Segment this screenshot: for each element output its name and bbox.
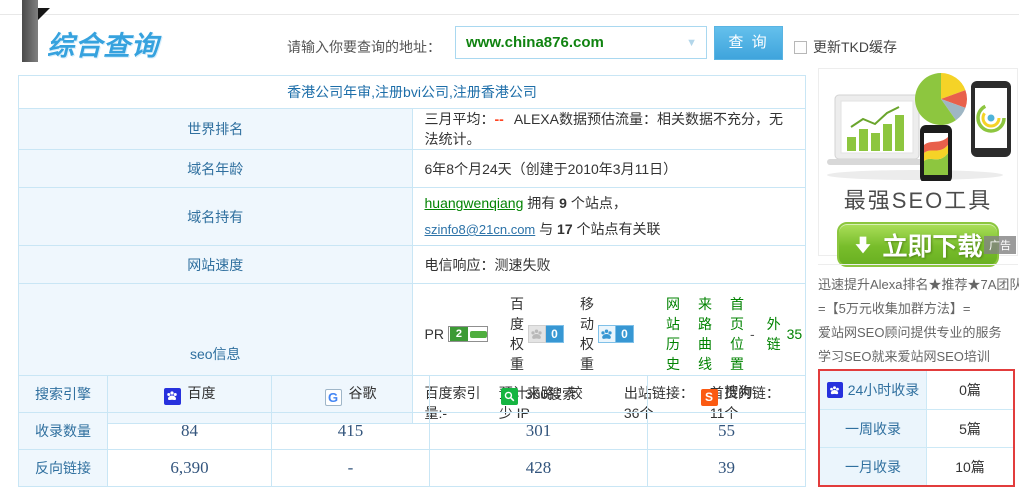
download-button[interactable]: 立即下载 <box>837 222 999 267</box>
ad-title: 最强SEO工具 <box>843 188 993 213</box>
domain-holder-label: 域名持有 <box>18 187 413 246</box>
pr-label: PR <box>424 326 444 342</box>
email-rel-post: 个站点有关联 <box>576 221 661 237</box>
email-link[interactable]: szinfo8@21cn.com <box>424 222 536 237</box>
inclusion-stats-box: 24小时收录 0篇 一周收录 5篇 一月收录 10篇 <box>818 369 1015 487</box>
inclusion-row-week: 一周收录 5篇 <box>820 409 1013 447</box>
download-button-label: 立即下载 <box>882 232 983 261</box>
owner-site-count: 9 <box>559 195 567 211</box>
inclusion-baidu: 84 <box>107 412 272 450</box>
inclusion-row-month: 一月收录 10篇 <box>820 447 1013 485</box>
query-input-box[interactable]: ▼ <box>455 26 707 59</box>
engines-header-label: 搜索引擎 <box>18 375 108 413</box>
backlinks-360: 428 <box>429 449 648 487</box>
inclusion-month-label: 一月收录 <box>820 448 927 485</box>
site-info-table: 香港公司年审,注册bvi公司,注册香港公司 世界排名 三月平均：-- ALEXA数… <box>18 75 806 424</box>
promo-link[interactable]: 学习SEO就来爱站网SEO培训 <box>818 349 990 364</box>
backlinks-sogou: 39 <box>647 449 806 487</box>
world-rank-label: 世界排名 <box>18 108 413 150</box>
promo-link[interactable]: =【5万元收集加群方法】= <box>818 301 971 316</box>
google-icon: G <box>324 388 342 406</box>
inclusion-24h-label: 24小时收录 <box>820 371 927 409</box>
mobile-weight-label: 移动权重 <box>579 296 594 372</box>
engine-name: 百度 <box>187 385 216 402</box>
baidu-weight-label: 百度权重 <box>509 296 524 372</box>
site-history-link[interactable]: 网站历史 <box>665 296 680 372</box>
top-divider <box>0 14 1019 15</box>
homepage-position-value: - <box>749 326 755 342</box>
inclusion-google: 415 <box>271 412 430 450</box>
seo-tool-ad[interactable]: 最强SEO工具 立即下载 广告 <box>818 68 1018 267</box>
query-input[interactable] <box>456 34 678 51</box>
pagerank-bar: 2 <box>447 326 488 342</box>
tkd-checkbox-label: 更新TKD缓存 <box>813 39 897 55</box>
download-arrow-icon <box>853 235 873 255</box>
tkd-checkbox[interactable] <box>794 40 807 54</box>
promo-link[interactable]: 爱站网SEO顾问提供专业的服务 <box>818 325 1002 340</box>
engine-name: 360搜索 <box>524 385 577 402</box>
rank-dash: -- <box>494 111 504 127</box>
site-title: 香港公司年审,注册bvi公司,注册香港公司 <box>18 75 806 109</box>
owner-owns-pre: 拥有 <box>527 195 556 211</box>
chevron-down-icon[interactable]: ▼ <box>686 36 697 49</box>
owner-owns-post: 个站点， <box>570 195 627 211</box>
query-button[interactable]: 查 询 <box>714 26 783 60</box>
page-title: 综合查询 <box>47 31 159 61</box>
world-rank-value: 三月平均：-- ALEXA数据预估流量：相关数据不充分，无法统计。 <box>411 108 806 150</box>
site-speed-label: 网站速度 <box>18 245 413 284</box>
domain-holder-value: huangwenqiang 拥有 9 个站点， szinfo8@21cn.com… <box>411 187 806 246</box>
backlink-count-label: 反向链接 <box>18 449 108 487</box>
mobile-weight-value: 0 <box>615 325 634 343</box>
ad-badge: 广告 <box>984 236 1016 254</box>
email-rel-pre: 与 <box>539 221 554 237</box>
homepage-position-label[interactable]: 首页位置 <box>729 296 744 372</box>
rank-text: ALEXA数据预估流量：相关数据不充分，无法统计。 <box>424 111 783 147</box>
inclusion-count-label: 收录数量 <box>18 412 108 450</box>
engine-baidu: 百度 <box>107 375 272 413</box>
devices-illustration <box>827 72 1011 181</box>
rank-prefix: 三月平均： <box>424 111 495 127</box>
sidebar-promo-links: 迅速提升Alexa排名★推荐★7A团队 =【5万元收集加群方法】= 爱站网SEO… <box>818 264 1019 369</box>
baidu-paw-icon <box>826 382 843 398</box>
engine-sogou: S 搜狗 <box>647 375 806 413</box>
engine-name: 谷歌 <box>348 384 377 401</box>
search-engines-table: 搜索引擎 百度 G 谷歌 360搜索 S 搜狗 收录数量 84 415 301 55… <box>18 375 806 487</box>
domain-age-label: 域名年龄 <box>18 149 413 188</box>
engine-360: 360搜索 <box>429 375 648 413</box>
baidu-weight-badge[interactable]: 0 <box>527 325 564 343</box>
paw-icon <box>597 325 616 343</box>
backlinks-baidu: 6,390 <box>107 449 272 487</box>
promo-link[interactable]: 迅速提升Alexa排名★推荐★7A团队 <box>818 277 1019 292</box>
traffic-curve-link[interactable]: 来路曲线 <box>697 296 712 372</box>
backlinks-label[interactable]: 外链 <box>766 316 781 352</box>
inclusion-month-value: 10篇 <box>955 458 985 475</box>
inclusion-week-value: 5篇 <box>959 420 981 437</box>
domain-age-value: 6年8个月24天（创建于2010年3月11日） <box>411 149 806 188</box>
bookmark-ribbon <box>22 0 38 62</box>
inclusion-sogou: 55 <box>647 412 806 450</box>
mobile-weight-badge[interactable]: 0 <box>597 325 634 343</box>
engine-google: G 谷歌 <box>271 375 430 413</box>
baidu-paw-icon <box>163 387 181 405</box>
site-speed-value: 电信响应：测速失败 <box>411 245 806 284</box>
inclusion-row-24h: 24小时收录 0篇 <box>820 371 1013 409</box>
ribbon-fold-icon <box>38 8 50 20</box>
inclusion-24h-value: 0篇 <box>959 382 981 398</box>
inclusion-week-label: 一周收录 <box>820 410 927 447</box>
paw-icon <box>527 325 546 343</box>
baidu-weight-value: 0 <box>545 325 564 343</box>
pagerank-value: 2 <box>449 327 468 341</box>
tkd-cache-option[interactable]: 更新TKD缓存 <box>794 37 897 57</box>
sogou-icon: S <box>700 388 718 406</box>
backlinks-google: - <box>271 449 430 487</box>
owner-link[interactable]: huangwenqiang <box>424 195 524 211</box>
backlinks-value: 35 <box>786 326 803 342</box>
inclusion-360: 301 <box>429 412 648 450</box>
engine-name: 搜狗 <box>724 384 753 401</box>
email-site-count: 17 <box>557 221 573 237</box>
search-magnifier-icon <box>500 387 518 405</box>
inclusion-label-text: 24小时收录 <box>847 382 920 398</box>
pagerank-fill <box>469 330 487 338</box>
query-address-label: 请输入你要查询的地址： <box>287 39 441 55</box>
